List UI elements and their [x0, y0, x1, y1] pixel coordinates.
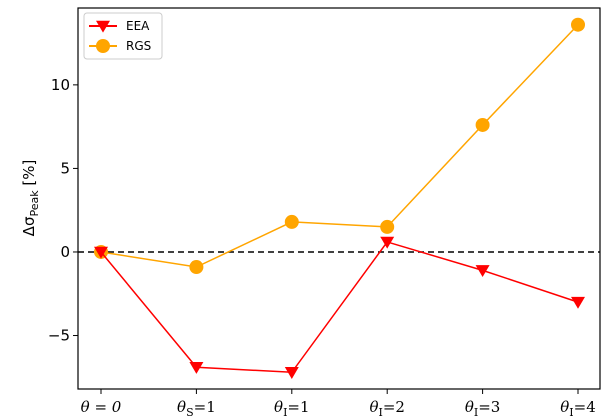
- x-tick-label: θI=3: [465, 398, 501, 418]
- y-axis-ticks: −5 0 5 10: [48, 76, 78, 345]
- x-tick-label: θ = 0: [81, 398, 122, 416]
- plot-background: [78, 8, 600, 389]
- legend-item-eea: EEA: [89, 19, 150, 33]
- data-point-eea: [571, 296, 585, 309]
- legend-label: EEA: [126, 19, 150, 33]
- series-eea: [94, 236, 585, 379]
- legend: EEA RGS: [83, 12, 163, 60]
- data-point-eea: [380, 236, 395, 249]
- y-axis-label: ΔσPeak [%]: [20, 160, 41, 237]
- data-point-rgs: [189, 260, 204, 275]
- y-tick-label: 0: [60, 243, 70, 261]
- series-line-rgs: [100, 24, 579, 268]
- series-layer: [94, 17, 585, 379]
- y-tick-label: 10: [51, 76, 70, 94]
- x-tick-label: θI=1: [274, 398, 310, 418]
- plot-frame: [77, 7, 601, 390]
- data-point-eea: [94, 246, 108, 259]
- x-axis-ticks: θ = 0 θS=1 θI=1 θI=2 θI=3 θI=4: [81, 389, 596, 418]
- x-tick-label: θI=4: [560, 398, 596, 418]
- data-point-rgs: [571, 17, 585, 32]
- data-point-rgs: [475, 117, 490, 132]
- legend-marker: [96, 20, 110, 33]
- data-point-rgs: [380, 219, 395, 234]
- x-tick-label: θS=1: [177, 398, 216, 418]
- y-tick-label: 5: [60, 159, 70, 177]
- data-point-eea: [475, 265, 490, 278]
- data-point-eea: [284, 367, 299, 379]
- y-tick-label: −5: [48, 327, 70, 345]
- series-line-eea: [100, 241, 579, 374]
- data-point-rgs: [284, 214, 299, 229]
- legend-label: RGS: [126, 39, 151, 53]
- legend-item-rgs: RGS: [89, 39, 151, 53]
- data-point-eea: [189, 362, 204, 374]
- legend-marker: [96, 39, 110, 53]
- x-tick-label: θI=2: [369, 398, 405, 418]
